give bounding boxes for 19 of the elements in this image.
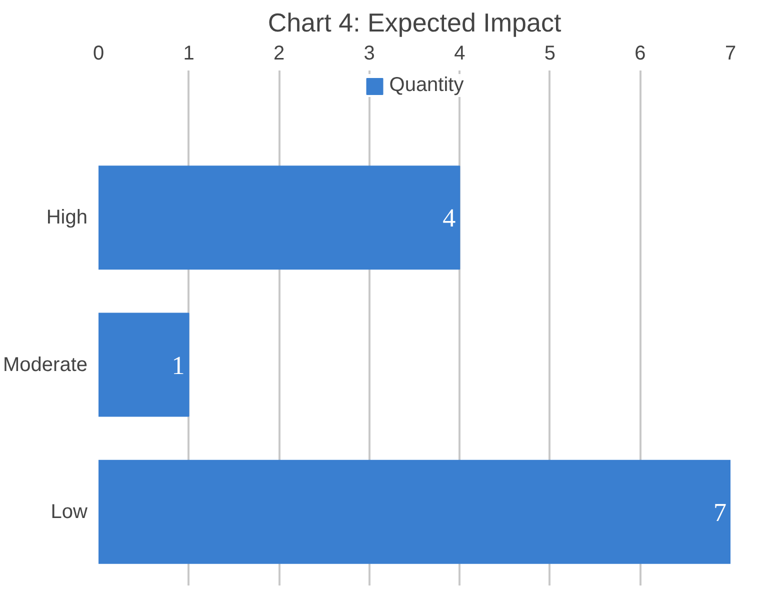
bar: [98, 166, 460, 270]
data-label: 4: [442, 204, 456, 233]
x-tick-label: 5: [544, 42, 556, 64]
x-tick-label: 7: [724, 42, 736, 64]
y-tick-label: High: [46, 206, 88, 229]
bar: [98, 460, 730, 564]
legend-label: Quantity: [389, 74, 464, 97]
chart-title: Chart 4: Expected Impact: [268, 8, 562, 38]
data-label: 7: [714, 498, 726, 527]
x-tick-label: 6: [634, 42, 646, 64]
x-tick-label: 1: [183, 42, 194, 64]
y-tick-label: Moderate: [3, 354, 88, 376]
x-tick-label: 4: [454, 42, 466, 64]
x-tick-label: 0: [92, 42, 104, 64]
y-tick-label: Low: [50, 500, 88, 523]
bar: [98, 312, 190, 417]
data-label: 1: [172, 350, 185, 380]
x-tick-label: 2: [274, 42, 285, 64]
x-tick-label: 3: [364, 42, 375, 64]
